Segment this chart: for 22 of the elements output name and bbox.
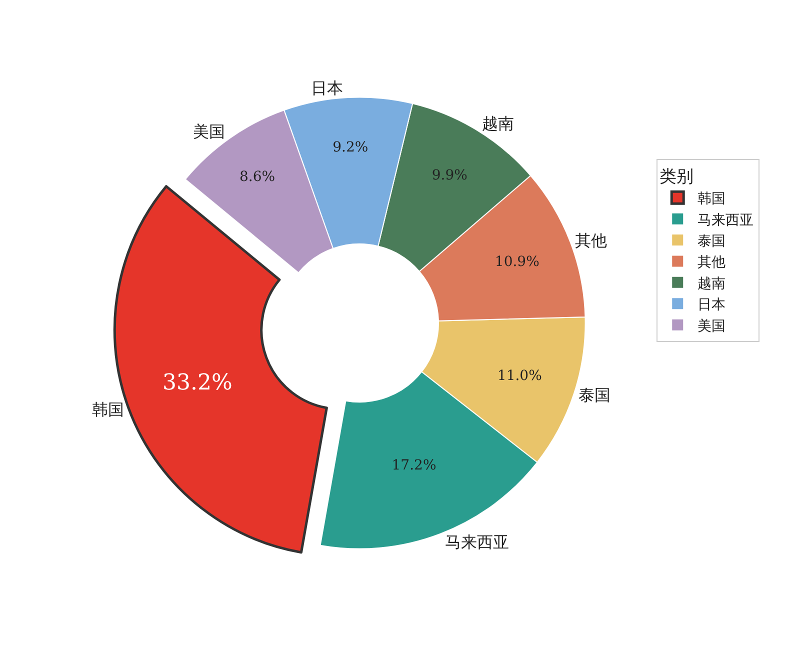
slice-label: 马来西亚: [445, 532, 510, 552]
data-label: 33.2%: [162, 370, 232, 396]
legend-label: 美国: [698, 318, 726, 334]
legend-label: 日本: [698, 297, 726, 314]
data-label: 11.0%: [497, 368, 542, 384]
slice-label: 越南: [482, 114, 514, 133]
legend-label: 越南: [698, 276, 726, 292]
slice-label: 美国: [193, 122, 226, 142]
data-label: 8.6%: [239, 169, 276, 186]
legend-label: 泰国: [698, 233, 726, 250]
data-label: 17.2%: [392, 457, 436, 474]
data-label: 10.9%: [494, 254, 540, 270]
data-label: 9.2%: [332, 140, 368, 156]
legend-title: 类别: [660, 167, 694, 188]
legend-label: 韩国: [698, 191, 726, 208]
slice-label: 韩国: [92, 400, 124, 419]
slice-label: 其他: [574, 230, 607, 250]
slice-label: 日本: [311, 78, 344, 98]
legend-label: 其他: [698, 254, 726, 271]
data-label: 9.9%: [432, 167, 468, 184]
legend-label: 马来西亚: [698, 212, 754, 228]
slice-label: 泰国: [578, 385, 611, 404]
